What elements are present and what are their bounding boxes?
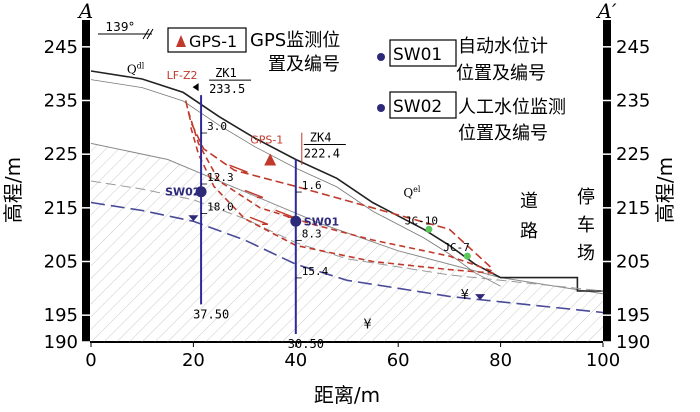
crack-point-icon (463, 252, 471, 260)
y-axis-title-right: 高程/m (653, 157, 677, 223)
right-scale-bar (603, 20, 611, 342)
y-tick-label-left: 235 (44, 91, 78, 112)
slip-arrow-icon (229, 164, 248, 173)
y-axis-title-left: 高程/m (1, 157, 25, 223)
y-tick-label-left: 225 (44, 144, 78, 165)
legend-gps-code: GPS-1 (189, 32, 237, 51)
borehole-elevation: 222.4 (304, 147, 340, 161)
geology-symbol: ¥ (363, 318, 371, 333)
lf-z2-label: LF-Z2 (167, 69, 198, 82)
bedrock-hatch (91, 143, 603, 342)
water-table-line (90, 201, 604, 314)
chart-layer: LF-Z2 ZK1 233.5 3.0 12.3 18.0 37.50 ZK4 222.4 1.6… (44, 37, 651, 371)
borehole-depth-label: 1.6 (302, 179, 322, 192)
svg-text:道路: 道路 (520, 191, 538, 242)
x-tick-label: 20 (182, 350, 205, 371)
legend-sw02-code: SW02 (393, 97, 442, 117)
legend-gps-text-2: 置及编号 (268, 54, 340, 75)
y-tick-label-right: 195 (616, 305, 650, 326)
svg-text:停车场: 停车场 (577, 187, 595, 264)
geology-symbol: ¥ (461, 288, 469, 303)
x-tick-label: 0 (85, 350, 96, 371)
water-table-marker-icon (188, 215, 199, 222)
gps-triangle-icon (176, 35, 186, 47)
sw01-point-icon (290, 215, 302, 227)
x-axis-title: 距离/m (314, 383, 380, 407)
strata-label: Qdl (127, 62, 145, 77)
legend-sw02-text-2: 位置及编号 (458, 123, 548, 144)
y-tick-label-right: 190 (616, 332, 650, 353)
y-tick-label-left: 215 (44, 198, 78, 219)
legend-sw01-text-1: 自动水位计 (458, 36, 548, 57)
water-level-dot-icon (377, 104, 385, 112)
y-tick-label-left: 195 (44, 305, 78, 326)
borehole-bottom-depth: 37.50 (193, 307, 229, 321)
x-tick-label: 80 (489, 350, 512, 371)
y-tick-label-left: 205 (44, 252, 78, 273)
sw01-point-label: SW01 (304, 215, 339, 228)
water-level-dot-icon (377, 53, 385, 61)
y-tick-label-right: 215 (616, 198, 650, 219)
y-tick-label-left: 245 (44, 37, 78, 58)
soil-layer-line (90, 79, 501, 287)
sw02-point-label: SW02 (165, 186, 200, 199)
crack-point-label: JC-7 (443, 241, 470, 254)
dip-label: 139° (106, 20, 135, 34)
section-right-label: A′ (596, 0, 617, 23)
strata-label: Qel (403, 185, 421, 200)
legend-sw01-code: SW01 (393, 45, 442, 65)
legend-gps: GPS-1 GPS监测位 置及编号 (167, 27, 340, 75)
borehole-depth-label: 18.0 (207, 201, 234, 214)
x-tick-label: 40 (284, 350, 307, 371)
crack-point-label: JC-10 (405, 214, 438, 227)
y-tick-label-right: 245 (616, 37, 650, 58)
x-tick-label: 60 (387, 350, 410, 371)
borehole-depth-label: 8.3 (302, 227, 322, 240)
borehole-depth-label: 12.3 (207, 171, 234, 184)
borehole-id: ZK1 (215, 66, 237, 80)
borehole-elevation: 233.5 (209, 82, 245, 96)
y-tick-label-left: 190 (44, 332, 78, 353)
legend-sw01: SW01 自动水位计 位置及编号 (377, 36, 548, 84)
borehole-id: ZK4 (310, 131, 332, 145)
legend-sw01-text-2: 位置及编号 (456, 63, 546, 84)
legend-gps-text-1: GPS监测位 (250, 30, 340, 51)
borehole-depth-label: 3.0 (207, 120, 227, 133)
slip-arrow-icon (249, 216, 269, 225)
y-tick-label-right: 235 (616, 91, 650, 112)
borehole-depth-label: 15.4 (302, 265, 329, 278)
gps-point-icon (264, 153, 277, 166)
crack-point-icon (425, 225, 433, 233)
dip-marker: 139° (98, 20, 154, 40)
y-tick-label-right: 205 (616, 252, 650, 273)
slip-arrow-icon (244, 189, 264, 199)
water-table-marker-icon (475, 294, 486, 301)
parking-label: 停车场 (577, 187, 595, 264)
section-left-label: A (77, 0, 93, 23)
legend: GPS-1 GPS监测位 置及编号 SW01 自动水位计 位置及编号 SW02 … (167, 27, 566, 144)
sw02-point-icon (195, 186, 207, 198)
legend-sw02-text-1: 人工水位监测 (458, 97, 566, 118)
gps-point-label: GPS-1 (250, 134, 283, 147)
borehole-bottom-depth: 30.50 (288, 337, 324, 351)
y-tick-label-right: 225 (616, 144, 650, 165)
left-scale-bar (82, 20, 90, 342)
x-tick-label: 100 (586, 350, 620, 371)
legend-sw02: SW02 人工水位监测 位置及编号 (377, 91, 566, 144)
lf-flag-icon (192, 83, 199, 92)
road-label: 道路 (520, 191, 538, 242)
